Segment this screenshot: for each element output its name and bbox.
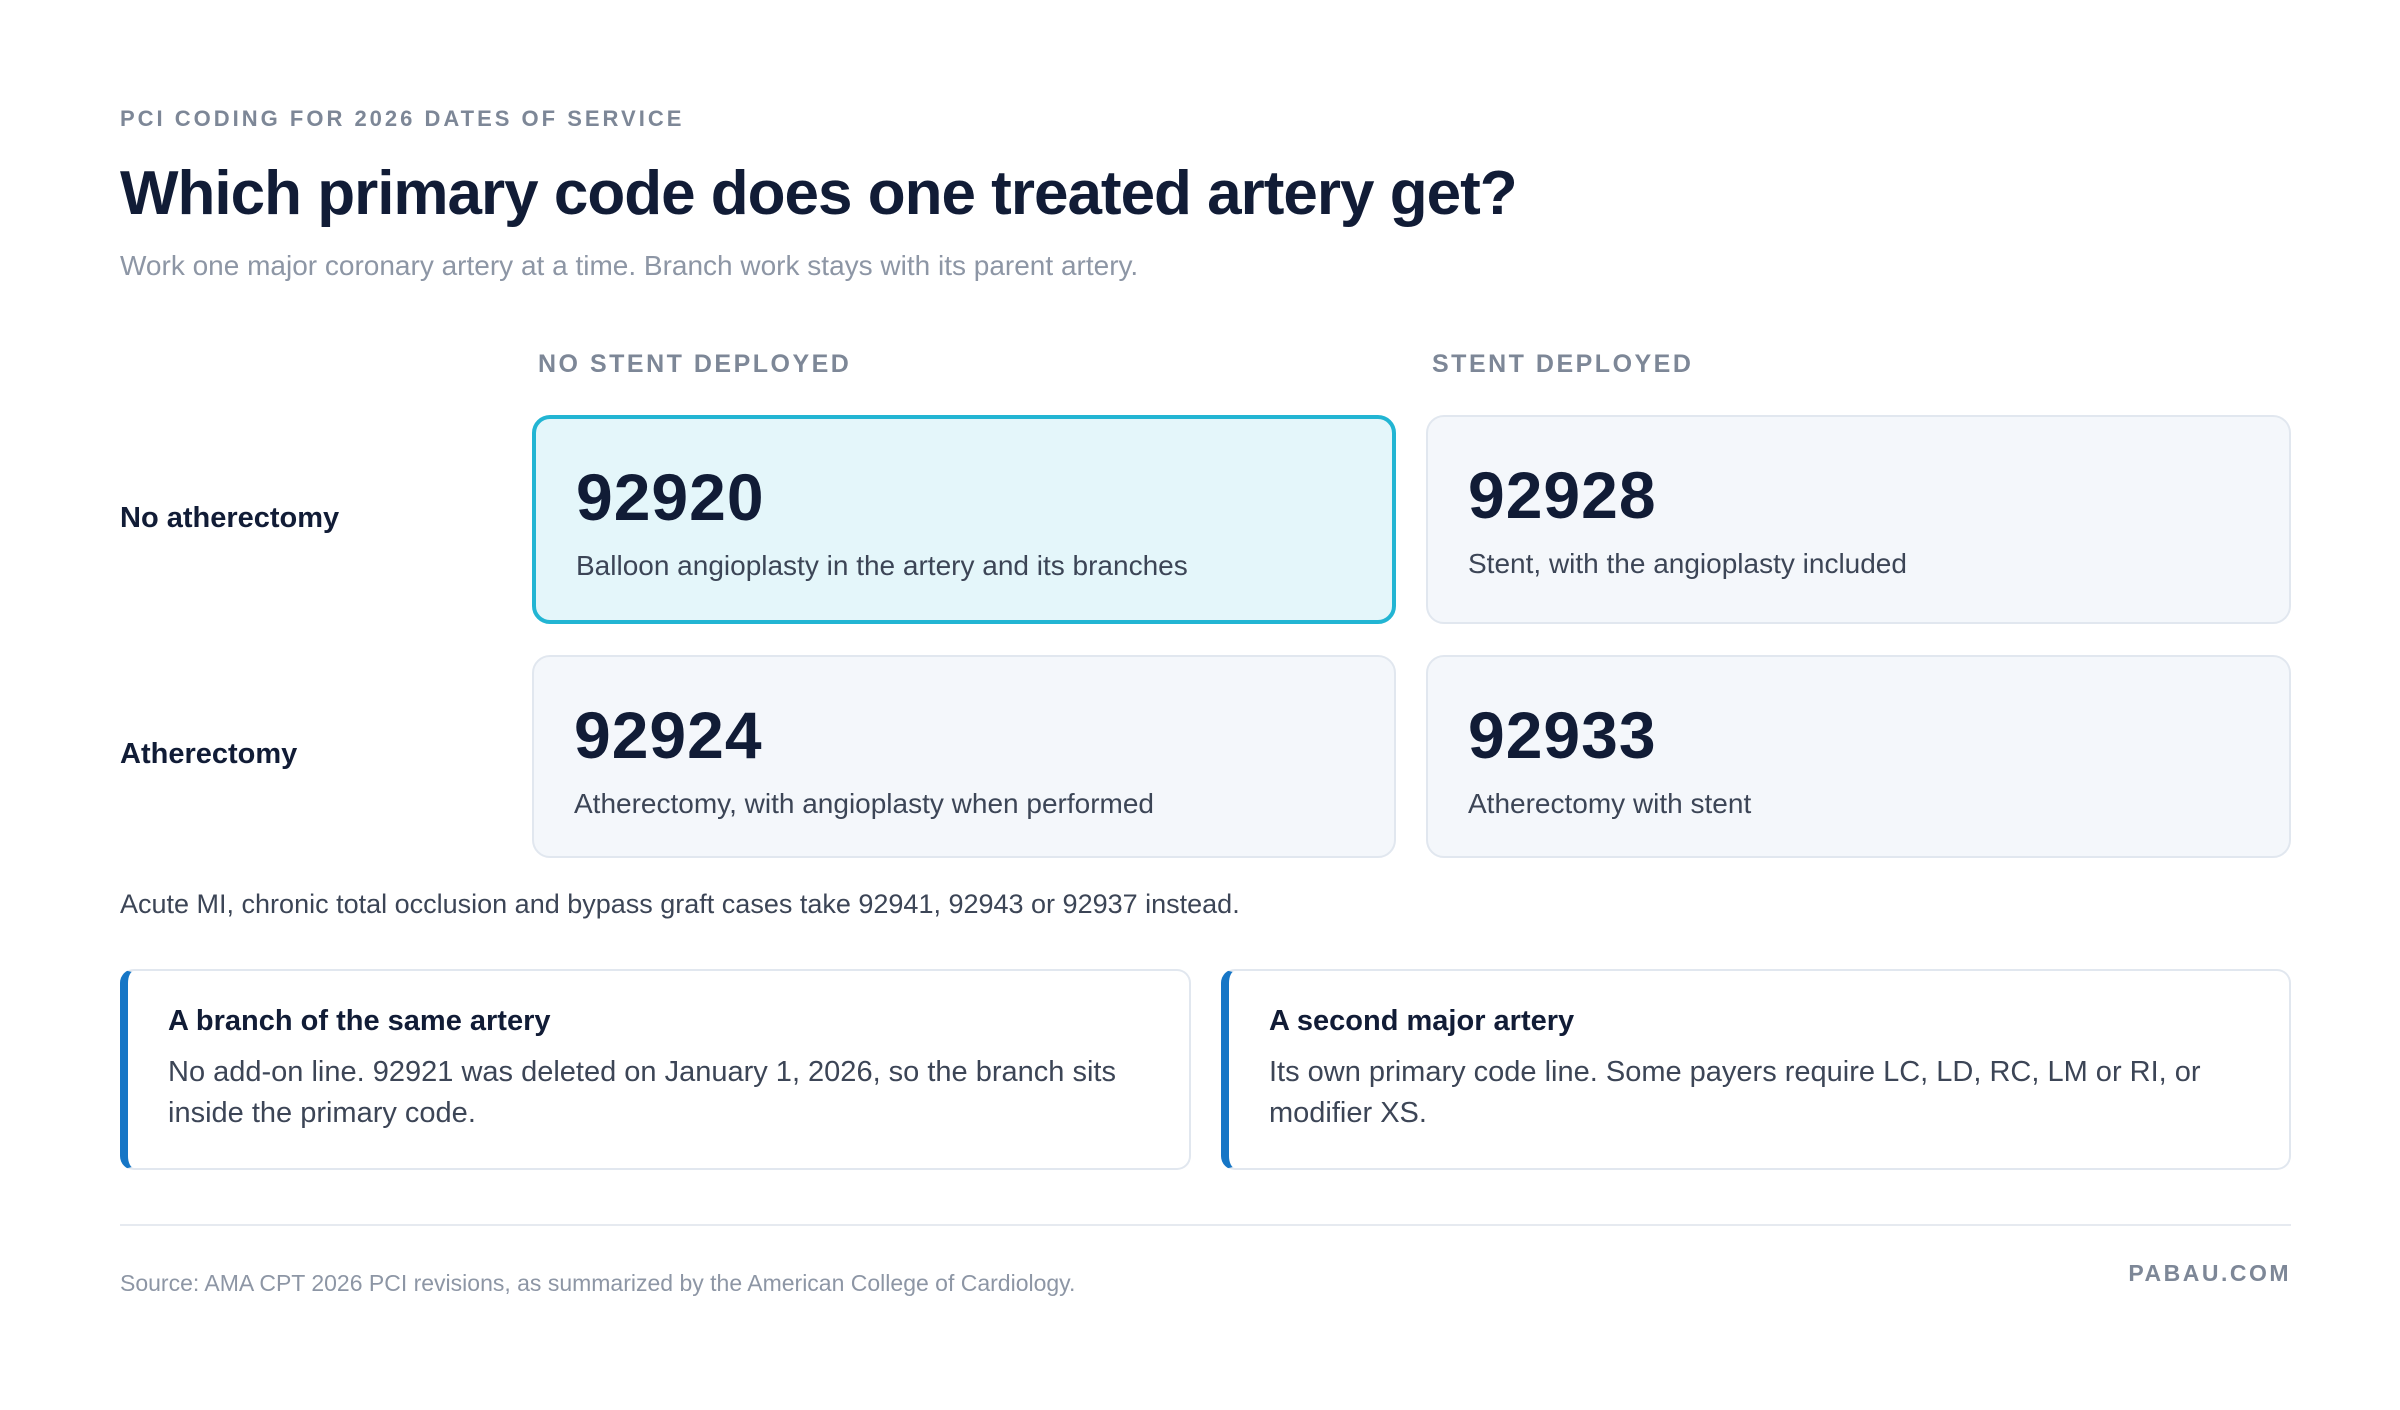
- code-cell: 92924 Atherectomy, with angioplasty when…: [532, 655, 1396, 858]
- card-body: No add-on line. 92921 was deleted on Jan…: [168, 1056, 1116, 1129]
- code: 92928: [1468, 458, 1657, 532]
- source: Source: AMA CPT 2026 PCI revisions, as s…: [120, 1270, 1076, 1296]
- note: Acute MI, chronic total occlusion and by…: [120, 889, 1240, 919]
- column-header: STENT DEPLOYED: [1432, 350, 1694, 378]
- description: Stent, with the angioplasty included: [1468, 548, 1907, 579]
- info-card: A second major artery Its own primary co…: [1221, 969, 2291, 1170]
- brand: PABAU.COM: [2128, 1260, 2291, 1286]
- row-label: No atherectomy: [120, 502, 340, 534]
- description: Balloon angioplasty in the artery and it…: [576, 550, 1188, 581]
- card-body: Its own primary code line. Some payers r…: [1269, 1056, 2201, 1129]
- row-label: Atherectomy: [120, 738, 298, 770]
- code-cell: 92920 Balloon angioplasty in the artery …: [532, 415, 1396, 624]
- info-card: A branch of the same artery No add-on li…: [120, 969, 1191, 1170]
- code-cell: 92928 Stent, with the angioplasty includ…: [1426, 415, 2291, 624]
- code: 92933: [1468, 698, 1657, 772]
- description: Atherectomy, with angioplasty when perfo…: [574, 788, 1154, 819]
- title: Which primary code does one treated arte…: [120, 159, 1518, 228]
- eyebrow: PCI CODING FOR 2026 DATES OF SERVICE: [120, 106, 685, 131]
- column-header: NO STENT DEPLOYED: [538, 350, 852, 378]
- card-title: A second major artery: [1269, 1005, 1575, 1037]
- code-cell: 92933 Atherectomy with stent: [1426, 655, 2291, 858]
- card-title: A branch of the same artery: [168, 1005, 551, 1037]
- description: Atherectomy with stent: [1468, 788, 1752, 819]
- code: 92920: [576, 460, 765, 534]
- subtitle: Work one major coronary artery at a time…: [120, 250, 1139, 281]
- divider: [120, 1224, 2291, 1226]
- code: 92924: [574, 698, 763, 772]
